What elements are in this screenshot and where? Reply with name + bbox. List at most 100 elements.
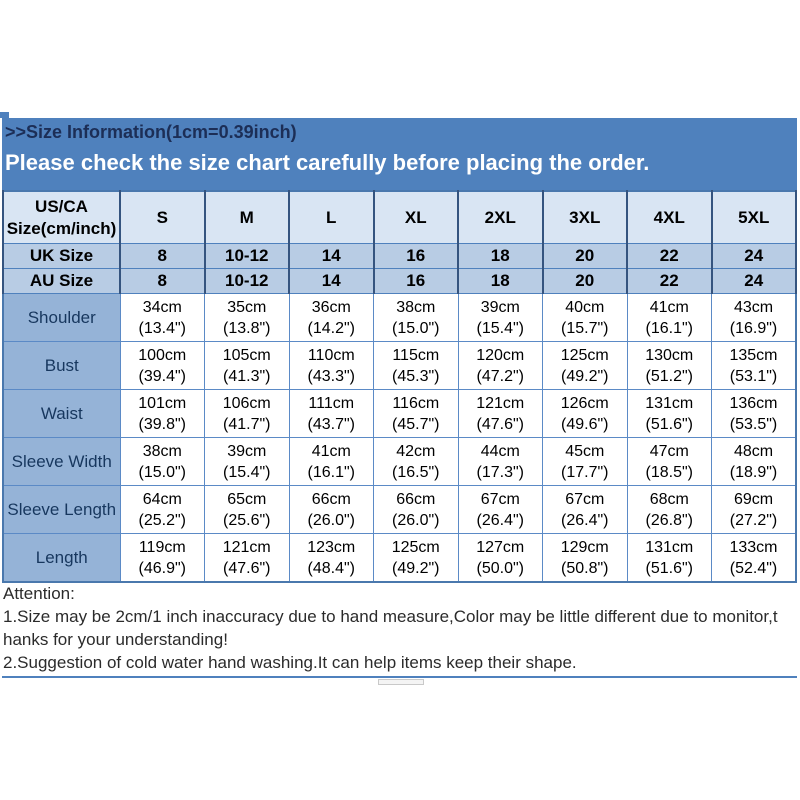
measure-cell: 123cm (48.4"): [288, 533, 374, 583]
cm-value: 133cm: [729, 538, 778, 556]
cm-value: 39cm: [227, 442, 267, 460]
uk-size-value: 24: [710, 243, 797, 269]
header-row: US/CA Size(cm/inch) S M L XL 2XL 3XL 4XL…: [2, 190, 797, 244]
au-size-value: 18: [457, 268, 544, 294]
size-header-5xl: 5XL: [710, 190, 797, 244]
inch-value: (17.7"): [561, 463, 609, 481]
measure-cell: 127cm (50.0"): [457, 533, 543, 583]
inch-value: (16.9"): [729, 319, 778, 337]
size-header-3xl: 3XL: [541, 190, 628, 244]
measure-cell: 106cm (41.7"): [204, 389, 290, 438]
au-size-value: 14: [288, 268, 375, 294]
size-header-4xl: 4XL: [626, 190, 713, 244]
inch-value: (39.8"): [138, 415, 186, 433]
measure-cell: 44cm (17.3"): [457, 437, 543, 486]
measure-cell: 121cm (47.6"): [457, 389, 543, 438]
cm-value: 135cm: [729, 346, 778, 364]
inch-value: (15.0"): [138, 463, 186, 481]
uk-size-value: 10-12: [203, 243, 290, 269]
bottom-gray-artifact: [378, 679, 424, 685]
measure-cell: 38cm (15.0"): [373, 293, 459, 342]
measure-cell: 36cm (14.2"): [288, 293, 374, 342]
uk-size-label: UK Size: [2, 243, 121, 269]
inch-value: (26.4"): [561, 511, 609, 529]
inch-value: (18.9"): [729, 463, 778, 481]
measure-cell: 38cm (15.0"): [119, 437, 205, 486]
measure-cell: 45cm (17.7"): [542, 437, 628, 486]
cm-value: 125cm: [391, 538, 440, 556]
size-header-xl: XL: [372, 190, 459, 244]
inch-value: (26.0"): [392, 511, 440, 529]
cm-value: 44cm: [480, 442, 520, 460]
cm-value: 38cm: [142, 442, 182, 460]
inch-value: (16.5"): [392, 463, 440, 481]
cm-value: 130cm: [645, 346, 694, 364]
inch-value: (41.7"): [223, 415, 271, 433]
cm-value: 39cm: [480, 298, 520, 316]
inch-value: (15.0"): [392, 319, 440, 337]
measure-cell: 131cm (51.6"): [626, 389, 712, 438]
cm-value: 35cm: [227, 298, 267, 316]
measure-cell: 43cm (16.9"): [711, 293, 797, 342]
uk-size-value: 18: [457, 243, 544, 269]
measure-label: Bust: [2, 341, 121, 390]
measure-cell: 39cm (15.4"): [204, 437, 290, 486]
inch-value: (43.7"): [307, 415, 355, 433]
au-size-value: 20: [541, 268, 628, 294]
measure-cell: 39cm (15.4"): [457, 293, 543, 342]
measure-row-sleeve-width: Sleeve Width 38cm (15.0") 39cm (15.4") 41c…: [2, 437, 797, 486]
au-size-value: 8: [119, 268, 206, 294]
measure-cell: 116cm (45.7"): [373, 389, 459, 438]
inch-value: (47.6"): [476, 415, 524, 433]
inch-value: (53.5"): [729, 415, 778, 433]
size-header-2xl: 2XL: [457, 190, 544, 244]
banner-title: >>Size Information(1cm=0.39inch): [5, 122, 297, 142]
inch-value: (50.0"): [476, 559, 524, 577]
measure-cell: 35cm (13.8"): [204, 293, 290, 342]
inch-value: (47.2"): [476, 367, 524, 385]
measure-cell: 120cm (47.2"): [457, 341, 543, 390]
corner-header-cell: US/CA Size(cm/inch): [2, 190, 121, 244]
cm-value: 34cm: [142, 298, 182, 316]
cm-value: 40cm: [565, 298, 605, 316]
cm-value: 136cm: [729, 394, 778, 412]
inch-value: (45.3"): [392, 367, 440, 385]
cm-value: 68cm: [649, 490, 689, 508]
cm-value: 67cm: [480, 490, 520, 508]
cm-value: 127cm: [476, 538, 525, 556]
cm-value: 129cm: [560, 538, 609, 556]
inch-value: (47.6"): [223, 559, 271, 577]
measure-cell: 101cm (39.8"): [119, 389, 205, 438]
inch-value: (15.4"): [223, 463, 271, 481]
cm-value: 65cm: [227, 490, 267, 508]
uk-size-value: 22: [626, 243, 713, 269]
measure-label: Shoulder: [2, 293, 121, 342]
inch-value: (46.9"): [138, 559, 186, 577]
cm-value: 121cm: [476, 394, 525, 412]
uk-size-value: 16: [372, 243, 459, 269]
measure-row-bust: Bust 100cm (39.4") 105cm (41.3") 110cm (43.…: [2, 341, 797, 390]
measure-row-shoulder: Shoulder 34cm (13.4") 35cm (13.8") 36cm (14…: [2, 293, 797, 342]
measure-cell: 65cm (25.6"): [204, 485, 290, 534]
measure-cell: 133cm (52.4"): [711, 533, 797, 583]
measure-cell: 136cm (53.5"): [711, 389, 797, 438]
inch-value: (43.3"): [307, 367, 355, 385]
au-size-label: AU Size: [2, 268, 121, 294]
inch-value: (17.3"): [476, 463, 524, 481]
measure-cell: 48cm (18.9"): [711, 437, 797, 486]
inch-value: (51.6"): [645, 415, 693, 433]
inch-value: (51.2"): [645, 367, 693, 385]
cm-value: 41cm: [649, 298, 689, 316]
inch-value: (25.2"): [138, 511, 186, 529]
inch-value: (41.3"): [223, 367, 271, 385]
measure-cell: 125cm (49.2"): [542, 341, 628, 390]
cm-value: 69cm: [733, 490, 774, 508]
corner-line2: Size(cm/inch): [6, 218, 117, 238]
measure-cell: 110cm (43.3"): [288, 341, 374, 390]
bottom-divider-line: [2, 676, 797, 678]
au-size-value: 24: [710, 268, 797, 294]
size-chart-table: US/CA Size(cm/inch) S M L XL 2XL 3XL 4XL…: [2, 190, 797, 583]
measure-cell: 111cm (43.7"): [288, 389, 374, 438]
cm-value: 121cm: [222, 538, 271, 556]
inch-value: (51.6"): [645, 559, 693, 577]
